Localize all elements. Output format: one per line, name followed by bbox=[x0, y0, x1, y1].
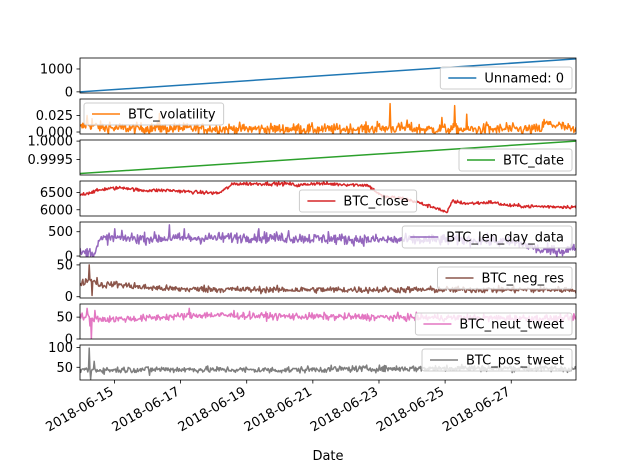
legend: BTC_pos_tweet bbox=[421, 348, 573, 372]
x-tick-label: 2018-06-27 bbox=[440, 384, 513, 435]
legend-box bbox=[421, 348, 573, 372]
legend-label: BTC_pos_tweet bbox=[466, 354, 564, 369]
y-tick-label: 500 bbox=[48, 225, 73, 240]
legend-box bbox=[83, 102, 225, 126]
legend-box bbox=[437, 266, 573, 290]
legend-label: BTC_neut_tweet bbox=[459, 318, 564, 333]
legend: BTC_volatility bbox=[83, 102, 225, 126]
x-tick-label: 2018-06-17 bbox=[110, 384, 183, 435]
y-tick-label: 6000 bbox=[40, 203, 73, 218]
legend-label: BTC_close bbox=[343, 195, 408, 210]
axes-frame bbox=[79, 262, 577, 299]
legend: BTC_date bbox=[458, 148, 573, 172]
y-tick-label: 6500 bbox=[40, 186, 73, 201]
y-tick-label: 0 bbox=[65, 333, 73, 348]
axes-frame bbox=[79, 98, 577, 135]
legend-label: BTC_neg_res bbox=[482, 272, 565, 287]
legend-label: BTC_volatility bbox=[128, 108, 216, 123]
series-line-btc-neg-res bbox=[80, 264, 576, 297]
axes-frame bbox=[79, 303, 577, 340]
y-tick-label: 0.025 bbox=[36, 109, 73, 124]
y-tick-label: 100 bbox=[48, 341, 73, 356]
series-line-unnamed-0 bbox=[80, 58, 576, 93]
y-tick-label: 0.000 bbox=[36, 126, 73, 141]
legend-label: BTC_date bbox=[503, 154, 564, 169]
legend: BTC_neg_res bbox=[437, 266, 573, 290]
legend-box bbox=[414, 312, 573, 336]
legend: BTC_neut_tweet bbox=[414, 312, 573, 336]
panel-btc-neut-tweet: 0 50 BTC_neut_tweet bbox=[56, 303, 577, 348]
panel-btc-date: 0.9995 1.0000 BTC_date bbox=[28, 135, 577, 176]
panel-btc-len-day-data: 0 500 BTC_len_day_data bbox=[48, 221, 577, 265]
panel-unnamed-0: 0 1000 Unnamed: 0 bbox=[40, 57, 577, 100]
series-line-btc-close bbox=[80, 181, 576, 214]
axes-frame bbox=[79, 139, 577, 176]
x-axis-label: Date bbox=[312, 449, 343, 464]
x-tick-label: 2018-06-21 bbox=[242, 384, 315, 435]
panel-btc-pos-tweet: 50 100 BTC_pos_tweet bbox=[48, 341, 577, 381]
series-line-btc-date bbox=[80, 140, 576, 175]
x-axis: 2018-06-152018-06-172018-06-192018-06-21… bbox=[44, 380, 513, 435]
panel-btc-volatility: 0.000 0.025 BTC_volatility bbox=[36, 98, 577, 141]
legend-box bbox=[298, 189, 418, 213]
y-tick-label: 1.0000 bbox=[28, 135, 74, 150]
axes-frame bbox=[79, 221, 577, 258]
x-tick-label: 2018-06-15 bbox=[44, 384, 117, 435]
legend-box bbox=[458, 148, 573, 172]
y-tick-label: 0 bbox=[65, 290, 73, 305]
y-tick-label: 1000 bbox=[40, 62, 73, 77]
legend-box bbox=[401, 225, 573, 249]
legend-box bbox=[439, 66, 573, 90]
x-tick-label: 2018-06-25 bbox=[374, 384, 447, 435]
axes-frame bbox=[79, 344, 577, 381]
legend-label: Unnamed: 0 bbox=[484, 72, 564, 87]
y-tick-label: 50 bbox=[56, 258, 73, 273]
legend-label: BTC_len_day_data bbox=[446, 231, 564, 246]
y-tick-label: 0 bbox=[65, 250, 73, 265]
y-tick-label: 0.9995 bbox=[28, 153, 74, 168]
panel-btc-close: 6000 6500 BTC_close bbox=[40, 180, 577, 218]
y-tick-label: 50 bbox=[56, 311, 73, 326]
x-tick-label: 2018-06-23 bbox=[308, 384, 381, 435]
axes-frame bbox=[79, 57, 577, 94]
y-tick-label: 50 bbox=[56, 361, 73, 376]
legend: BTC_close bbox=[298, 189, 418, 213]
panel-btc-neg-res: 0 50 BTC_neg_res bbox=[56, 258, 577, 305]
x-tick-label: 2018-06-19 bbox=[176, 384, 249, 435]
axes-frame bbox=[79, 180, 577, 217]
y-tick-label: 0 bbox=[65, 85, 73, 100]
legend: Unnamed: 0 bbox=[439, 66, 573, 90]
legend: BTC_len_day_data bbox=[401, 225, 573, 249]
